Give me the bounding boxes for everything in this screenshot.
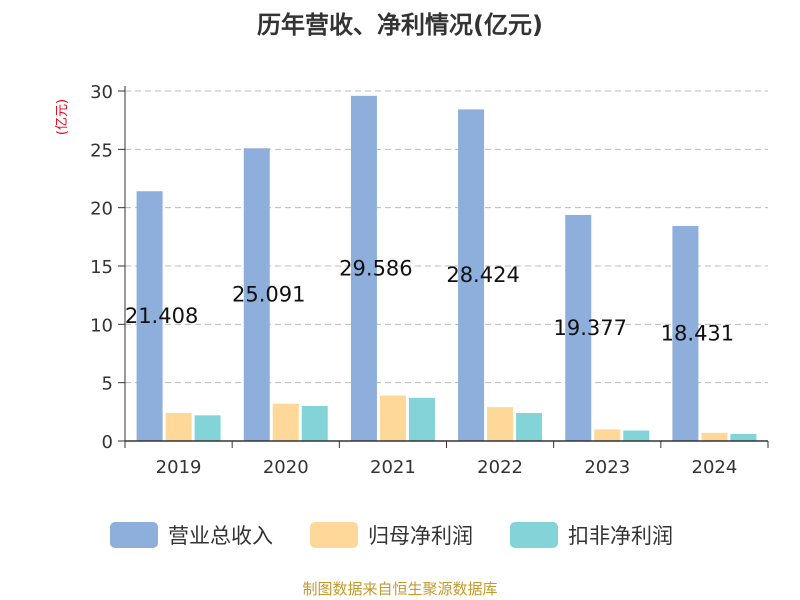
legend-item-1[interactable]: 归母净利润: [310, 522, 473, 548]
y-tick-label: 15: [90, 257, 113, 278]
y-tick-label: 10: [90, 315, 113, 336]
legend-item-2[interactable]: 扣非净利润: [510, 522, 673, 548]
legend-item-0[interactable]: 营业总收入: [110, 522, 273, 548]
y-tick-label: 30: [90, 82, 113, 103]
x-axis: 2019 2020 2021 2022 2023 2024: [124, 440, 769, 478]
legend-label: 归母净利润: [368, 524, 473, 548]
x-tick-label: 2023: [584, 457, 630, 478]
x-tick-label: 2021: [370, 457, 416, 478]
x-tick-label: 2022: [477, 457, 523, 478]
data-label: 21.408: [125, 304, 198, 328]
bar-2-2020: [301, 406, 328, 441]
data-label: 19.377: [554, 316, 627, 340]
bar-2-2019: [194, 415, 221, 441]
bar-1-2019: [165, 413, 192, 441]
y-tick-label: 25: [90, 140, 113, 161]
data-labels: 21.408 25.091 29.586 28.424 19.377 18.431: [125, 256, 734, 345]
bar-1-2021: [379, 395, 406, 441]
y-tick-label: 5: [102, 374, 113, 395]
legend-swatch: [310, 522, 358, 548]
bar-1-2024: [701, 432, 728, 441]
bar-1-2022: [487, 407, 514, 441]
x-tick-label: 2019: [156, 457, 202, 478]
bar-series: [136, 95, 757, 442]
bar-2-2022: [516, 413, 543, 441]
legend-label: 营业总收入: [168, 524, 273, 548]
bar-1-2023: [594, 429, 621, 441]
y-tick-label: 20: [90, 199, 113, 220]
legend-label: 扣非净利润: [568, 524, 673, 548]
legend-swatch: [510, 522, 558, 548]
y-axis-unit-label: (亿元): [55, 99, 70, 135]
data-label: 25.091: [232, 283, 305, 307]
source-note: 制图数据来自恒生聚源数据库: [302, 580, 497, 598]
bar-1-2020: [272, 403, 299, 441]
chart-title: 历年营收、净利情况(亿元): [257, 11, 543, 39]
legend[interactable]: 营业总收入 归母净利润 扣非净利润: [110, 522, 673, 548]
bar-2-2021: [408, 397, 435, 441]
grid-lines: [125, 90, 768, 384]
bar-2-2023: [623, 430, 650, 441]
data-label: 29.586: [339, 256, 412, 280]
y-tick-label: 0: [102, 432, 113, 453]
bar-0-2024: [672, 225, 699, 441]
bar-0-2019: [136, 191, 163, 441]
y-axis-ticks: 0 5 10 15 20 25 30: [90, 82, 126, 453]
bar-0-2021: [350, 95, 377, 441]
data-label: 28.424: [446, 263, 519, 287]
bar-2-2024: [730, 434, 757, 441]
bar-0-2020: [243, 148, 270, 441]
x-tick-label: 2020: [263, 457, 309, 478]
bar-0-2023: [565, 214, 592, 441]
x-tick-label: 2024: [692, 457, 738, 478]
data-label: 18.431: [661, 321, 734, 345]
bar-0-2022: [458, 109, 485, 442]
legend-swatch: [110, 522, 158, 548]
